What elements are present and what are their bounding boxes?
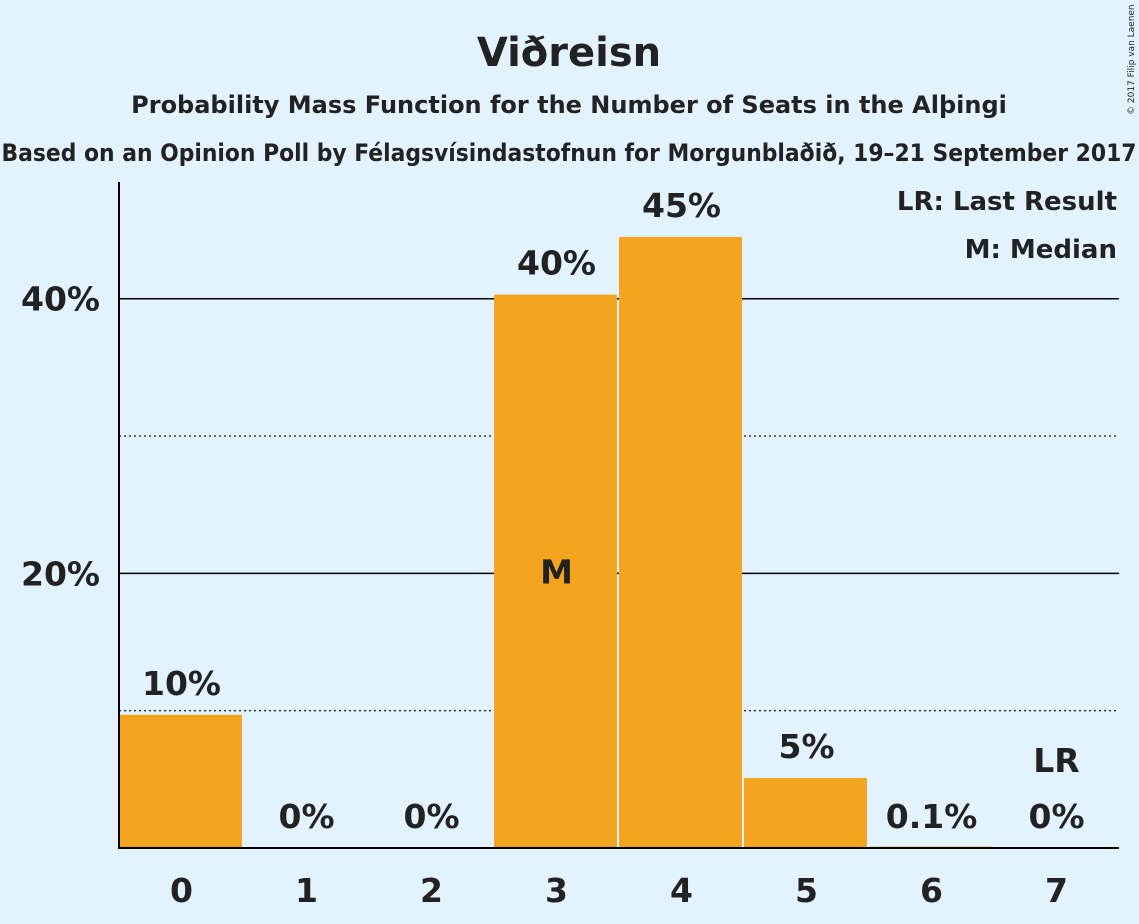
value-label-0: 10%: [142, 664, 221, 703]
bar-4: [619, 236, 742, 848]
value-label-7: 0%: [1028, 797, 1084, 836]
y-tick-label-20: 20%: [21, 554, 100, 593]
x-tick-labels: 0 1 2 3 4 5 6 7: [170, 871, 1068, 910]
value-label-4: 45%: [642, 186, 721, 225]
value-label-1: 0%: [278, 797, 334, 836]
value-label-6: 0.1%: [886, 797, 978, 836]
median-marker: M: [540, 552, 573, 591]
chart-subtitle: Probability Mass Function for the Number…: [131, 91, 1007, 119]
legend: LR: Last Result M: Median: [897, 187, 1117, 265]
markers: M LR: [540, 552, 1080, 780]
x-tick-label-0: 0: [170, 871, 193, 910]
x-tick-label-1: 1: [295, 871, 318, 910]
chart-source: Based on an Opinion Poll by Félagsvísind…: [2, 139, 1137, 167]
x-tick-label-2: 2: [420, 871, 443, 910]
chart-title: Viðreisn: [477, 30, 661, 76]
value-label-5: 5%: [778, 727, 834, 766]
bar-0: [119, 714, 242, 848]
x-tick-label-7: 7: [1045, 871, 1068, 910]
legend-item-0: LR: Last Result: [897, 187, 1117, 217]
y-tick-label-40: 40%: [21, 280, 100, 319]
value-labels: 10% 0% 0% 40% 45% 5% 0.1% 0%: [142, 186, 1085, 836]
x-tick-label-4: 4: [670, 871, 693, 910]
legend-item-1: M: Median: [965, 235, 1117, 265]
bar-3: [494, 294, 617, 848]
copyright-notice: © 2017 Filip van Laenen: [1127, 4, 1137, 115]
x-tick-label-5: 5: [795, 871, 818, 910]
bars: [119, 236, 992, 848]
x-tick-label-3: 3: [545, 871, 568, 910]
bar-5: [744, 777, 867, 848]
last-result-marker: LR: [1033, 741, 1079, 780]
x-tick-label-6: 6: [920, 871, 943, 910]
value-label-2: 0%: [403, 797, 459, 836]
y-tick-labels: 20% 40%: [21, 280, 100, 594]
value-label-3: 40%: [517, 244, 596, 283]
